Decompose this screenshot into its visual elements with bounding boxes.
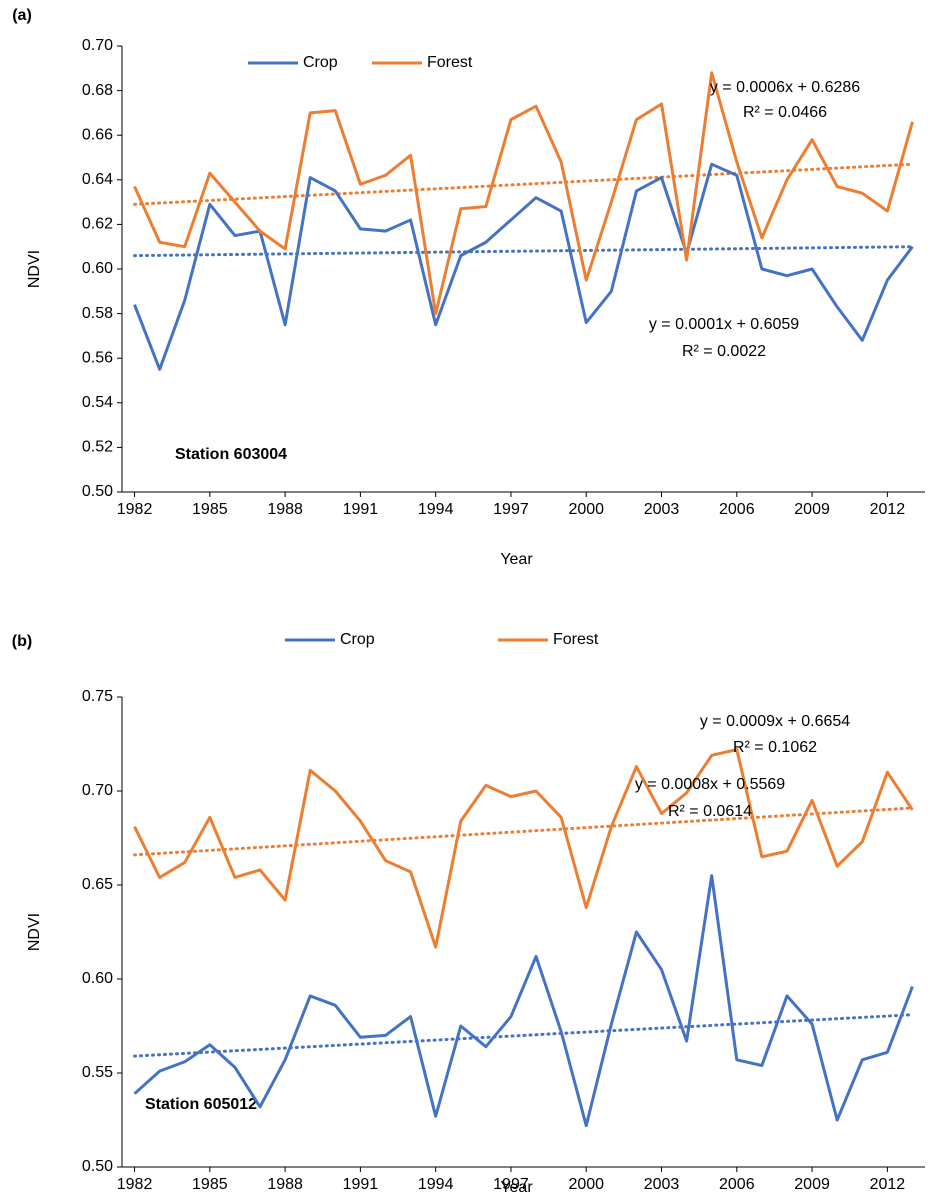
y-axis-title: NDVI (26, 913, 43, 951)
y-tick-label: 0.64 (82, 171, 113, 188)
trend-equation: R² = 0.1062 (733, 739, 817, 756)
y-tick-label: 0.60 (82, 260, 113, 277)
trend-equation: R² = 0.0466 (743, 104, 827, 121)
x-tick-label: 1994 (418, 1176, 454, 1193)
y-tick-label: 0.58 (82, 305, 113, 322)
y-tick-label: 0.68 (82, 82, 113, 99)
x-tick-label: 2012 (870, 501, 906, 518)
x-tick-label: 2000 (568, 1176, 604, 1193)
y-tick-label: 0.62 (82, 216, 113, 233)
panel-label: (a) (12, 7, 32, 24)
x-tick-label: 2006 (719, 1176, 755, 1193)
legend-label: Forest (553, 631, 599, 648)
x-tick-label: 2009 (794, 501, 830, 518)
x-tick-label: 2000 (568, 501, 604, 518)
station-label: Station 605012 (145, 1096, 257, 1113)
trend-line (133, 245, 914, 258)
y-tick-label: 0.65 (82, 876, 113, 893)
legend-label: Crop (340, 631, 375, 648)
y-tick-label: 0.50 (82, 483, 113, 500)
y-tick-label: 0.56 (82, 349, 113, 366)
trend-equation: y = 0.0008x + 0.5569 (635, 776, 785, 793)
legend-label: Forest (427, 54, 473, 71)
x-tick-label: 1985 (192, 1176, 228, 1193)
y-tick-label: 0.52 (82, 439, 113, 456)
y-tick-label: 0.50 (82, 1158, 113, 1175)
trend-equation: y = 0.0006x + 0.6286 (710, 79, 860, 96)
trend-line (133, 162, 914, 206)
panel-label: (b) (12, 633, 32, 650)
y-axis-title: NDVI (26, 250, 43, 288)
data-line (133, 748, 914, 949)
x-tick-label: 1994 (418, 501, 454, 518)
x-tick-label: 2009 (794, 1176, 830, 1193)
trend-equation: R² = 0.0614 (668, 803, 752, 820)
trend-equation: y = 0.0009x + 0.6654 (700, 713, 850, 730)
y-tick-label: 0.70 (82, 782, 113, 799)
station-label: Station 603004 (175, 446, 287, 463)
x-tick-label: 2003 (644, 1176, 680, 1193)
x-tick-label: 1997 (493, 1176, 529, 1193)
trend-equation: y = 0.0001x + 0.6059 (649, 316, 799, 333)
x-tick-label: 1991 (343, 501, 379, 518)
x-tick-label: 1991 (343, 1176, 379, 1193)
y-tick-label: 0.75 (82, 688, 113, 705)
data-line (133, 162, 914, 371)
x-tick-label: 1985 (192, 501, 228, 518)
x-tick-label: 2003 (644, 501, 680, 518)
trend-line (133, 1013, 914, 1058)
legend-label: Crop (303, 54, 338, 71)
y-tick-label: 0.54 (82, 394, 113, 411)
trend-line (133, 806, 914, 857)
x-tick-label: 1988 (267, 1176, 303, 1193)
x-tick-label: 1982 (117, 1176, 153, 1193)
x-tick-label: 1997 (493, 501, 529, 518)
data-line (133, 71, 914, 316)
y-tick-label: 0.60 (82, 970, 113, 987)
data-line (133, 874, 914, 1128)
y-tick-label: 0.70 (82, 37, 113, 54)
y-tick-label: 0.66 (82, 126, 113, 143)
trend-equation: R² = 0.0022 (682, 343, 766, 360)
x-tick-label: 1988 (267, 501, 303, 518)
x-tick-label: 1982 (117, 501, 153, 518)
x-tick-label: 2012 (870, 1176, 906, 1193)
x-tick-label: 2006 (719, 501, 755, 518)
x-axis-title: Year (500, 1179, 533, 1196)
x-axis-title: Year (500, 551, 533, 568)
y-tick-label: 0.55 (82, 1064, 113, 1081)
